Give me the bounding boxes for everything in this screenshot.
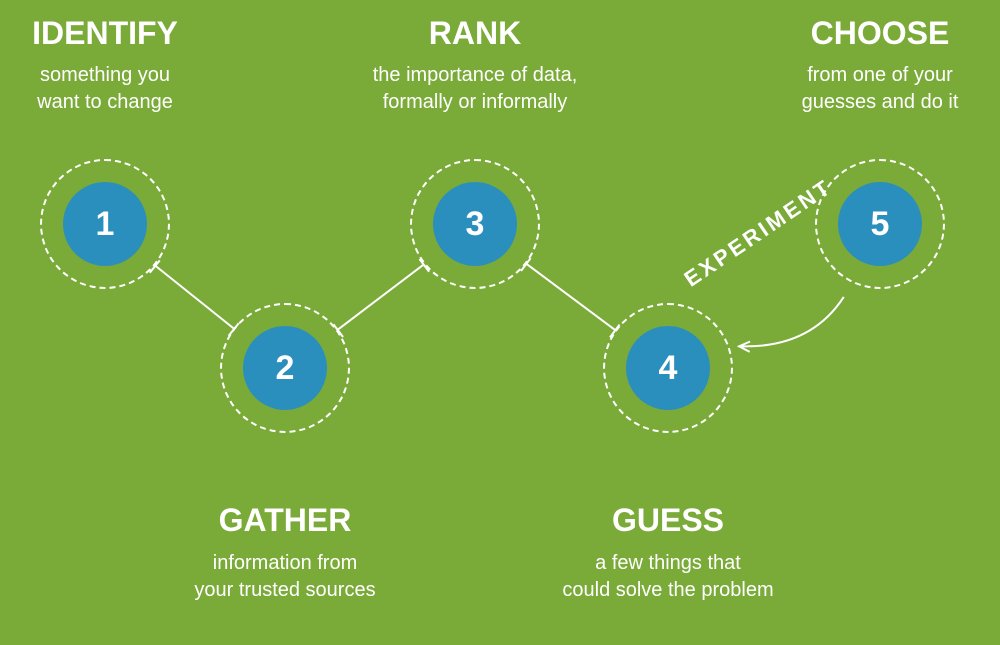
step-heading-rank: RANK [429,15,521,52]
step-node-gather: 2 [220,303,350,433]
step-heading-gather: GATHER [219,502,352,539]
step-number-identify: 1 [63,182,147,266]
step-heading-choose: CHOOSE [811,15,950,52]
experiment-label: EXPERIMENT [680,174,838,293]
step-heading-identify: IDENTIFY [32,15,178,52]
step-node-rank: 3 [410,159,540,289]
connector-gather-rank [337,263,425,330]
step-number-rank: 3 [433,182,517,266]
step-node-identify: 1 [40,159,170,289]
step-heading-guess: GUESS [612,502,724,539]
step-number-guess: 4 [626,326,710,410]
step-subtext-choose: from one of yourguesses and do it [750,62,1000,116]
connector-identify-gather [155,265,235,329]
step-node-choose: 5 [815,159,945,289]
connector-rank-guess [526,263,616,331]
step-subtext-rank: the importance of data,formally or infor… [325,62,625,116]
step-subtext-gather: information fromyour trusted sources [155,550,415,604]
step-node-guess: 4 [603,303,733,433]
step-subtext-identify: something youwant to change [0,62,215,116]
diagram-stage: IDENTIFY something youwant to change GATHE… [0,0,1000,645]
step-number-choose: 5 [838,182,922,266]
step-number-gather: 2 [243,326,327,410]
step-subtext-guess: a few things thatcould solve the problem [518,550,818,604]
